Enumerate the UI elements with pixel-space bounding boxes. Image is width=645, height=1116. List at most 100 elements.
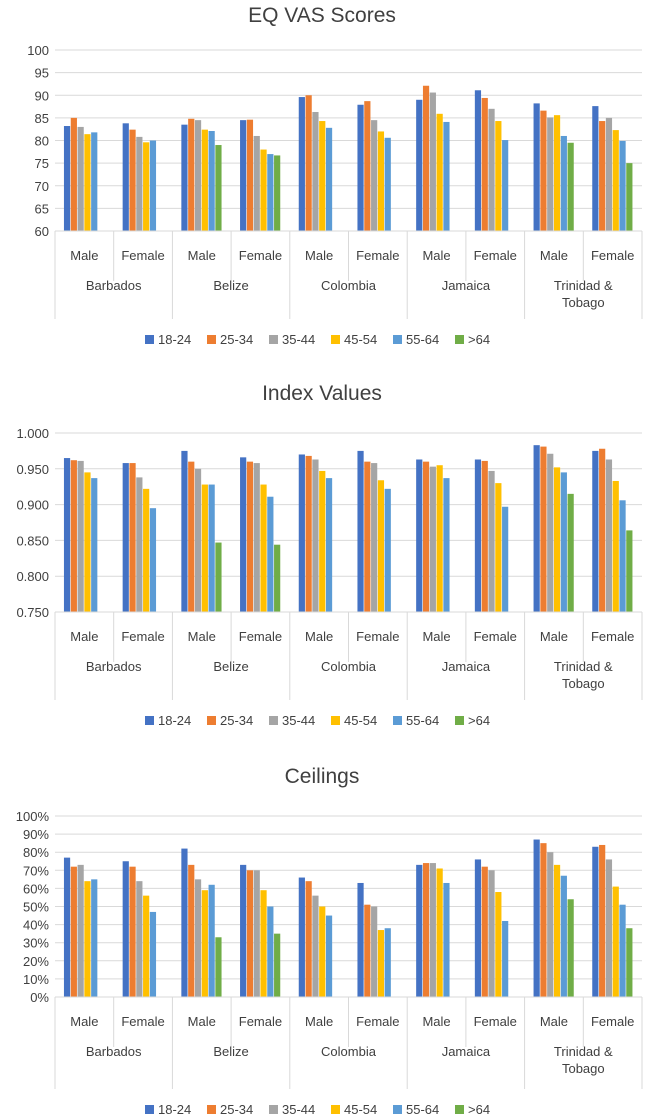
bar-55-64 xyxy=(91,879,98,997)
legend-swatch xyxy=(269,335,278,344)
bar-35-44 xyxy=(605,859,613,997)
legend: 18-24 25-34 35-44 45-54 55-64 >64 xyxy=(145,332,490,347)
country-label: Colombia xyxy=(321,1044,377,1059)
bar-35-44 xyxy=(547,117,554,231)
y-tick-label: 95 xyxy=(35,66,49,81)
bar-45-54 xyxy=(319,121,326,231)
bar-25-34 xyxy=(599,448,606,612)
country-label: Belize xyxy=(213,1044,248,1059)
chart-3: Ceilings 0% 10% 20% 30% 40% 50% 60% 70% 80% 90% 100… xyxy=(16,765,643,1116)
y-tick-label: 60 xyxy=(35,224,49,239)
bar-35-44 xyxy=(253,463,260,612)
bar-over-64 xyxy=(215,542,222,612)
bar-25-34 xyxy=(481,866,488,997)
country-label: Belize xyxy=(213,278,248,293)
bar-55-64 xyxy=(149,911,157,997)
y-tick-label: 75 xyxy=(35,156,49,171)
bar-55-64 xyxy=(325,478,333,612)
bar-25-34 xyxy=(188,461,195,612)
bar-35-44 xyxy=(488,870,495,997)
bar-45-54 xyxy=(495,121,502,231)
country-label: Colombia xyxy=(321,659,377,674)
sex-label: Female xyxy=(356,248,399,263)
bar-18-24 xyxy=(181,124,188,231)
y-tick-label: 70 xyxy=(35,179,49,194)
bar-18-24 xyxy=(474,90,482,232)
legend-swatch xyxy=(331,1105,340,1114)
bar-35-44 xyxy=(136,477,143,612)
bar-55-64 xyxy=(443,882,450,997)
bar-25-34 xyxy=(70,866,77,997)
country-label: Trinidad & Tobago xyxy=(554,1044,613,1076)
bar-25-34 xyxy=(540,843,547,997)
bar-35-44 xyxy=(136,136,143,231)
bar-over-64 xyxy=(274,933,281,997)
bar-18-24 xyxy=(533,445,540,612)
sex-label: Female xyxy=(474,248,517,263)
bar-45-54 xyxy=(84,134,91,231)
legend-swatch xyxy=(269,1105,278,1114)
y-tick-label: 80 xyxy=(35,134,49,149)
bar-25-34 xyxy=(188,864,195,997)
sex-label: Female xyxy=(239,1014,282,1029)
chart-title: EQ VAS Scores xyxy=(248,4,396,27)
bar-over-64 xyxy=(274,155,281,231)
bar-18-24 xyxy=(533,103,540,231)
bar-over-64 xyxy=(626,530,633,612)
bar-45-54 xyxy=(553,864,561,997)
bar-18-24 xyxy=(592,450,599,612)
legend-swatch xyxy=(331,716,340,725)
bar-18-24 xyxy=(63,458,71,612)
legend-label: 18-24 xyxy=(158,713,191,728)
legend-label: >64 xyxy=(468,332,490,347)
bar-25-34 xyxy=(364,101,371,231)
bar-55-64 xyxy=(560,472,567,612)
bar-35-44 xyxy=(312,111,319,231)
bar-over-64 xyxy=(567,493,574,612)
sex-label: Male xyxy=(188,1014,216,1029)
legend-label: >64 xyxy=(468,713,490,728)
bar-18-24 xyxy=(533,839,540,997)
y-tick-label: 40% xyxy=(23,918,49,933)
bar-over-64 xyxy=(274,544,281,612)
bar-18-24 xyxy=(63,857,71,997)
legend-label: 18-24 xyxy=(158,1102,191,1116)
bar-45-54 xyxy=(612,480,619,612)
bar-55-64 xyxy=(91,132,98,231)
bar-45-54 xyxy=(436,868,443,997)
legend-label: 35-44 xyxy=(282,1102,315,1116)
bar-45-54 xyxy=(143,142,150,231)
legend-label: 25-34 xyxy=(220,713,253,728)
bar-over-64 xyxy=(215,937,222,997)
legend-label: 45-54 xyxy=(344,1102,377,1116)
bar-35-44 xyxy=(77,126,84,231)
bar-18-24 xyxy=(240,120,247,231)
legend-swatch xyxy=(145,1105,154,1114)
bar-45-54 xyxy=(612,886,619,997)
legend-swatch xyxy=(269,716,278,725)
sex-label: Female xyxy=(591,629,634,644)
sex-label: Male xyxy=(305,1014,333,1029)
sex-label: Male xyxy=(305,248,333,263)
bar-25-34 xyxy=(364,904,371,997)
bar-35-44 xyxy=(253,135,260,231)
bar-18-24 xyxy=(357,882,364,997)
legend-swatch xyxy=(455,1105,464,1114)
y-tick-label: 10% xyxy=(23,972,49,987)
bar-25-34 xyxy=(246,870,254,997)
legend-label: 25-34 xyxy=(220,1102,253,1116)
sex-label: Female xyxy=(474,1014,517,1029)
sex-label: Female xyxy=(356,629,399,644)
bar-35-44 xyxy=(194,468,202,612)
bar-35-44 xyxy=(194,120,202,231)
bar-45-54 xyxy=(201,129,208,231)
legend-label: 25-34 xyxy=(220,332,253,347)
legend: 18-24 25-34 35-44 45-54 55-64 >64 xyxy=(145,713,490,728)
bar-35-44 xyxy=(194,879,202,997)
bar-18-24 xyxy=(592,106,599,231)
bar-55-64 xyxy=(560,875,567,997)
bar-45-54 xyxy=(260,890,267,997)
bar-25-34 xyxy=(188,118,195,231)
legend-label: 18-24 xyxy=(158,332,191,347)
y-tick-label: 90% xyxy=(23,827,49,842)
